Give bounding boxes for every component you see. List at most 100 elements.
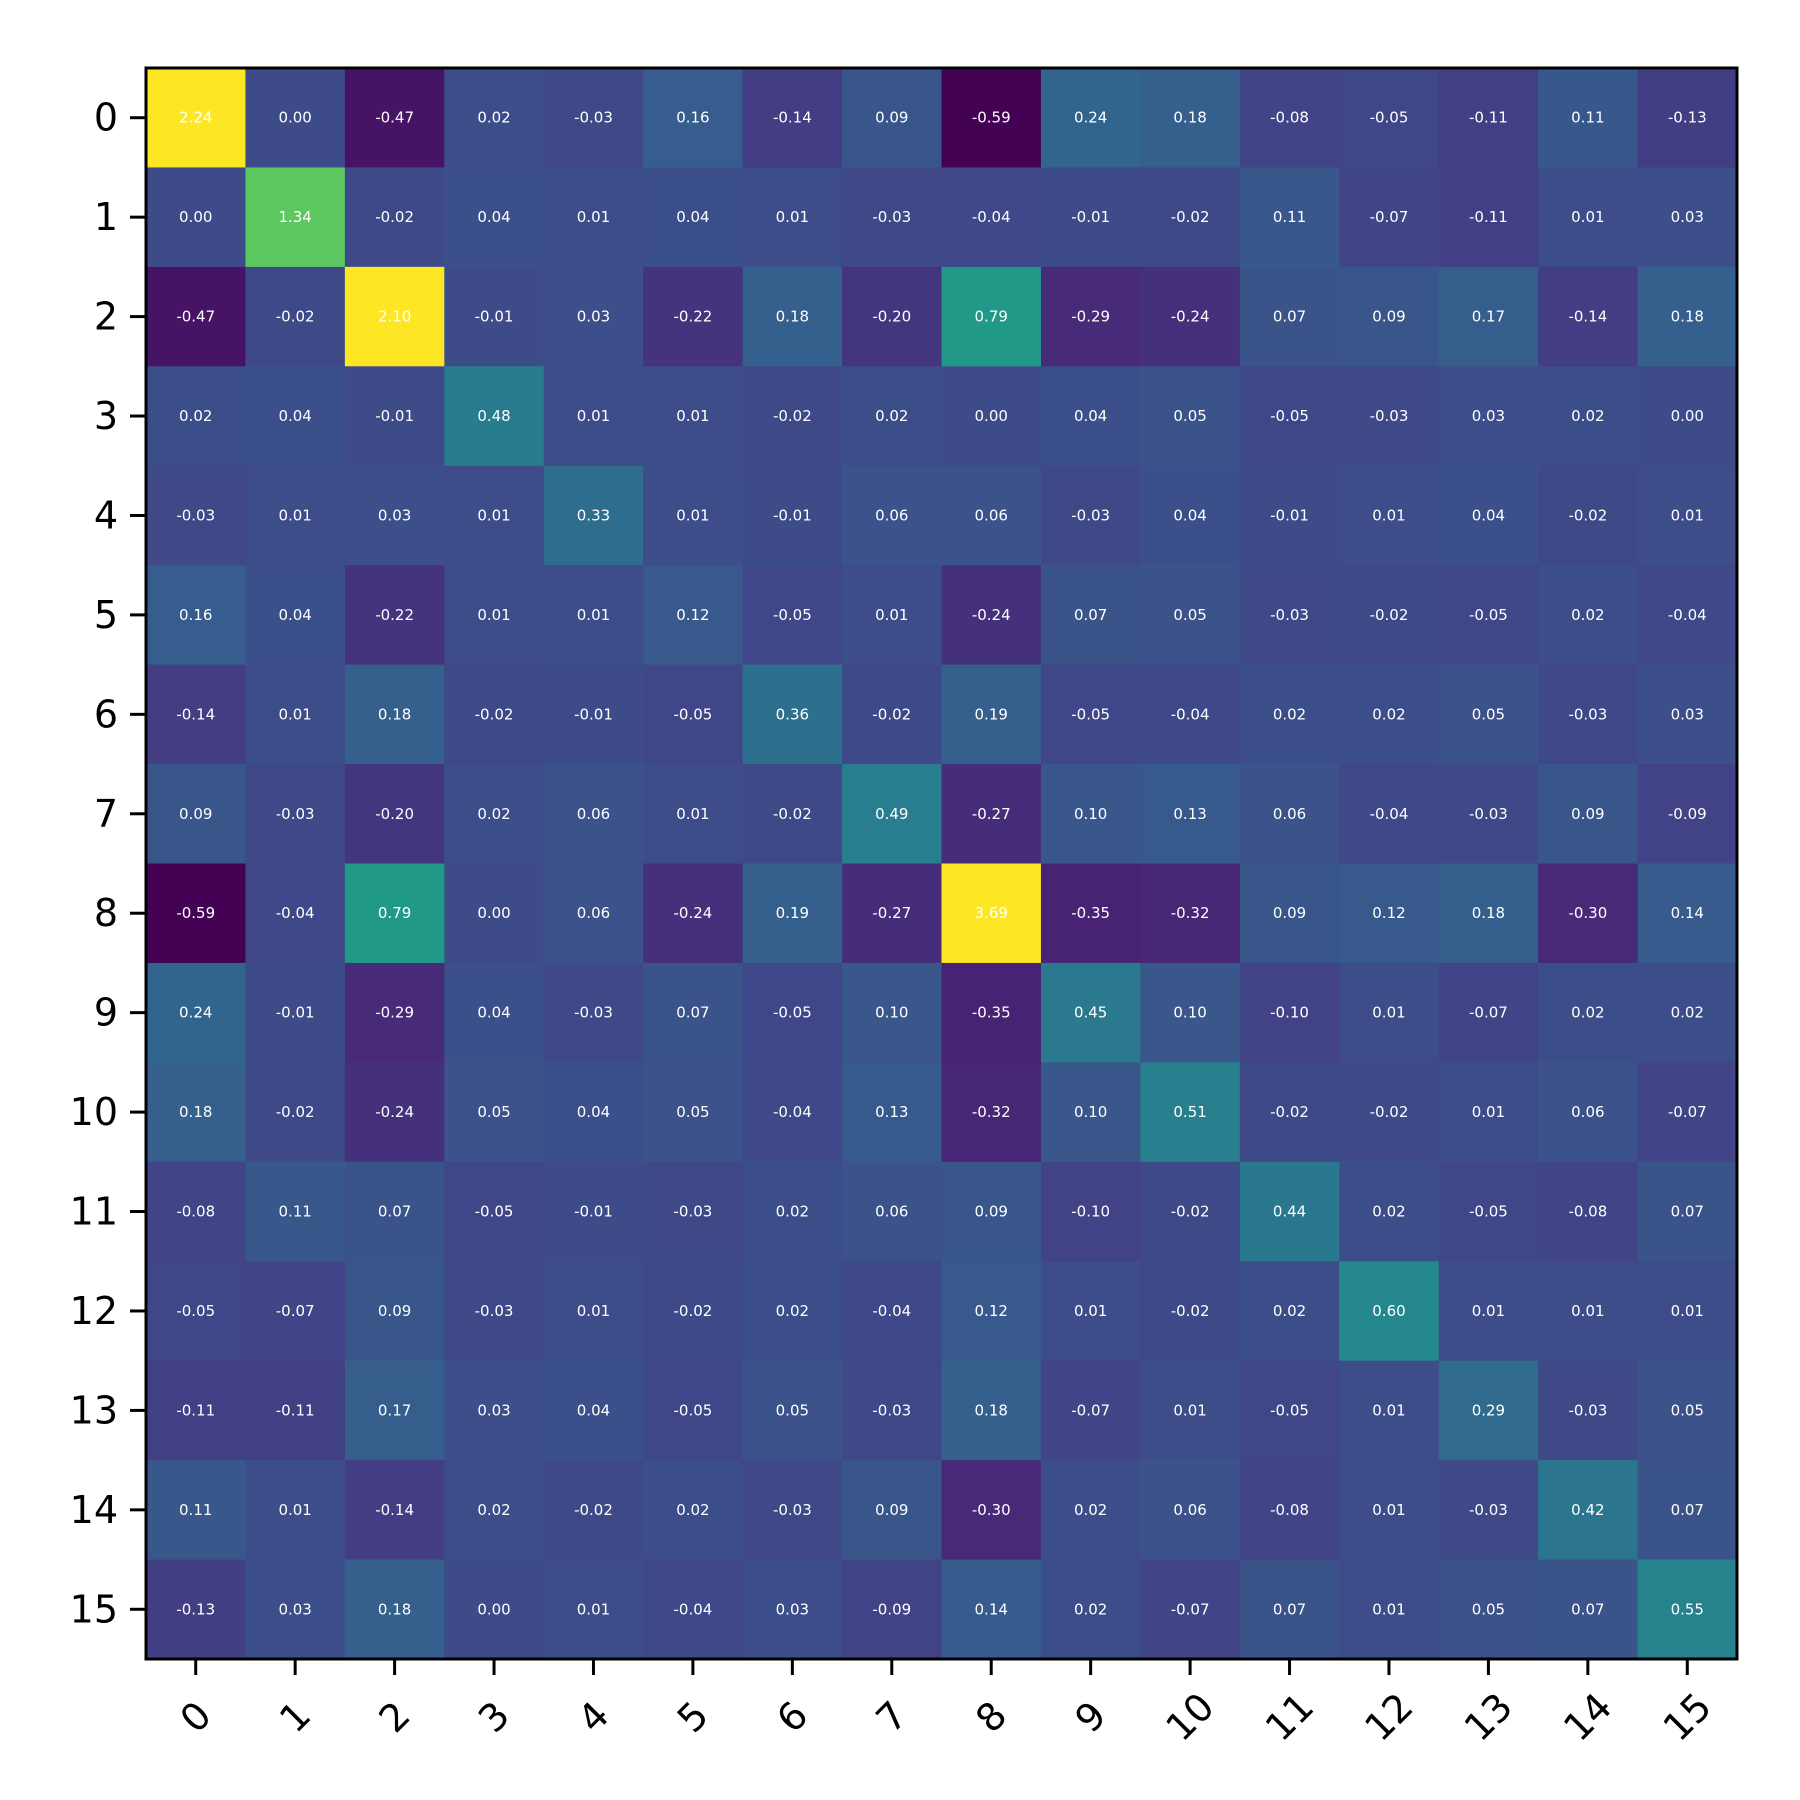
heatmap-cell [146,366,247,467]
heatmap-cell [1339,1360,1440,1461]
heatmap-cell [941,565,1042,666]
cell-value-label: -0.01 [574,705,613,723]
cell-value-label: 0.51 [1173,1103,1206,1121]
y-tick-label: 14 [70,1488,118,1532]
x-tick-label: 5 [669,1693,717,1741]
cell-value-label: -0.02 [674,1302,713,1320]
y-tick-label: 1 [94,195,118,239]
cell-value-label: 0.05 [676,1103,709,1121]
cell-value-label: -0.07 [1370,208,1409,226]
cell-value-label: -0.05 [773,606,812,624]
heatmap-cell [444,1161,545,1262]
heatmap-cell [941,266,1042,367]
cell-value-label: 0.10 [875,1004,908,1022]
heatmap-cell [146,1261,247,1362]
cell-value-label: 0.02 [676,1501,709,1519]
cell-value-label: 0.01 [577,407,610,425]
cell-value-label: 0.19 [975,705,1008,723]
cell-value-label: 0.14 [1671,904,1704,922]
cell-value-label: -0.11 [1469,109,1508,127]
cell-value-label: -0.03 [574,109,613,127]
x-tick-label: 6 [768,1693,816,1741]
cell-value-label: 0.09 [1571,805,1604,823]
heatmap-cell [245,1062,346,1163]
cell-value-label: -0.02 [872,705,911,723]
heatmap-cell [146,1062,247,1163]
heatmap-cell [1140,863,1241,964]
heatmap-cell [1339,764,1440,865]
cell-value-label: -0.11 [176,1401,215,1419]
heatmap-cell [1040,1261,1141,1362]
heatmap-cell [1239,863,1340,964]
heatmap-cell [245,664,346,765]
cell-value-label: -0.24 [1171,308,1210,326]
heatmap-cell [1040,863,1141,964]
cell-value-label: -0.24 [972,606,1011,624]
heatmap-cell [444,1261,545,1362]
cell-value-label: -0.32 [972,1103,1011,1121]
heatmap-cell [1040,1559,1141,1660]
cell-value-label: -0.59 [176,904,215,922]
cell-value-label: 0.24 [1074,109,1107,127]
cell-value-label: -0.03 [475,1302,514,1320]
cell-value-label: 0.09 [875,109,908,127]
cell-value-label: -0.05 [674,1401,713,1419]
cell-value-label: 0.01 [1372,506,1405,524]
cell-value-label: 0.06 [1571,1103,1604,1121]
heatmap-cell [1339,664,1440,765]
cell-value-label: 0.45 [1074,1004,1107,1022]
heatmap-cell [842,366,943,467]
heatmap-cell [842,962,943,1063]
heatmap-cell [543,1559,644,1660]
cell-value-label: 0.01 [477,606,510,624]
cell-value-label: 0.00 [1671,407,1704,425]
cell-value-label: 0.10 [1074,1103,1107,1121]
heatmap-cell [1040,1460,1141,1561]
cell-value-label: 0.60 [1372,1302,1405,1320]
heatmap-cell [1140,764,1241,865]
cell-value-label: 0.04 [1074,407,1107,425]
heatmap-cell [842,266,943,367]
heatmap-cell [842,167,943,268]
heatmap-cell [245,1460,346,1561]
cell-value-label: 0.44 [1273,1203,1306,1221]
heatmap-cell [643,1559,744,1660]
y-tick-label: 12 [70,1289,118,1333]
heatmap-cell [444,1559,545,1660]
cell-value-label: 0.01 [278,506,311,524]
cell-value-label: 0.09 [378,1302,411,1320]
heatmap-cell [344,68,445,169]
cell-value-label: 0.01 [577,1302,610,1320]
heatmap-cell [1637,664,1738,765]
cell-value-label: 0.00 [477,1600,510,1618]
y-tick-label: 13 [70,1388,118,1432]
cell-value-label: -0.02 [1171,1302,1210,1320]
cell-value-label: -0.02 [1270,1103,1309,1121]
cell-value-label: -0.01 [773,506,812,524]
cell-value-label: -0.30 [972,1501,1011,1519]
cell-value-label: 0.01 [577,1600,610,1618]
heatmap-cell [1438,1161,1539,1262]
heatmap-cell [1239,1360,1340,1461]
heatmap-cell [344,962,445,1063]
heatmap-cell [344,863,445,964]
cell-value-label: -0.05 [1270,1401,1309,1419]
cell-value-label: -0.59 [972,109,1011,127]
heatmap-cell [543,863,644,964]
cell-value-label: -0.02 [276,308,315,326]
x-tick-label: 8 [967,1693,1015,1741]
cell-value-label: 0.04 [577,1401,610,1419]
heatmap-cell [1239,1062,1340,1163]
cell-value-label: 0.18 [179,1103,212,1121]
cell-value-label: -0.47 [375,109,414,127]
cell-value-label: -0.03 [1568,1401,1607,1419]
cell-value-label: -0.14 [375,1501,414,1519]
x-tick-label: 14 [1555,1684,1620,1749]
y-tick-label: 5 [94,593,118,637]
cell-value-label: -0.24 [375,1103,414,1121]
heatmap-cell [543,1261,644,1362]
cell-value-label: 0.07 [1074,606,1107,624]
heatmap-cell [1140,266,1241,367]
cell-value-label: 0.10 [1074,805,1107,823]
heatmap-cell [842,465,943,566]
